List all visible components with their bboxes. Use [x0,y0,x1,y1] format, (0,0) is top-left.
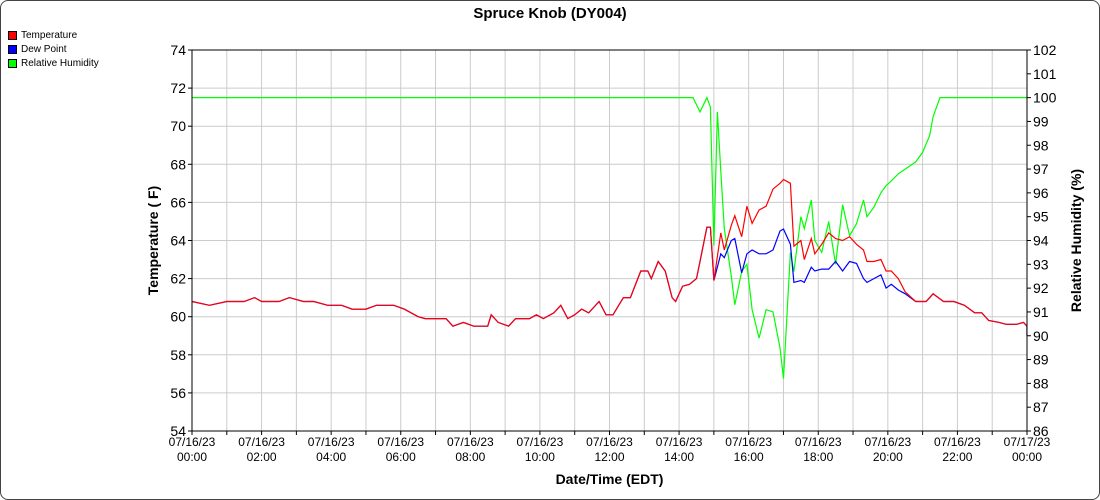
y2-tick-label: 98 [1033,137,1049,153]
y2-tick-label: 97 [1033,161,1049,177]
x-tick-label-date: 07/16/23 [517,435,564,449]
x-tick-label-date: 07/16/23 [377,435,424,449]
legend: Temperature Dew Point Relative Humidity [8,28,99,70]
y2-tick-label: 91 [1033,304,1049,320]
x-tick-label-date: 07/16/23 [169,435,216,449]
x-tick-label-time: 00:00 [1012,450,1042,464]
x-tick-label-time: 22:00 [942,450,972,464]
y-tick-label: 56 [170,385,186,401]
legend-label-dew-point: Dew Point [21,43,67,55]
y-axis-label: Temperature ( F) [145,186,161,295]
y-tick-label: 74 [170,42,186,58]
x-tick-label-time: 10:00 [525,450,555,464]
x-tick-label-time: 02:00 [247,450,277,464]
legend-item-temperature: Temperature [8,28,99,42]
y-tick-label: 66 [170,194,186,210]
y2-axis-label: Relative Humidity (%) [1068,169,1084,312]
legend-item-relative-humidity: Relative Humidity [8,56,99,70]
legend-label-relative-humidity: Relative Humidity [21,57,99,69]
x-tick-label-date: 07/16/23 [238,435,285,449]
y2-tick-label: 94 [1033,233,1049,249]
y2-tick-label: 92 [1033,280,1049,296]
y2-tick-label: 87 [1033,399,1049,415]
x-tick-label-time: 04:00 [316,450,346,464]
x-tick-label-time: 20:00 [873,450,903,464]
y2-tick-label: 102 [1033,42,1057,58]
y-tick-label: 62 [170,271,186,287]
y2-tick-label: 90 [1033,328,1049,344]
y-tick-label: 60 [170,309,186,325]
y-tick-label: 72 [170,80,186,96]
x-axis-label: Date/Time (EDT) [556,471,664,487]
y2-tick-label: 86 [1033,423,1049,439]
x-tick-label-time: 12:00 [594,450,624,464]
y2-tick-label: 93 [1033,256,1049,272]
chart-title: Spruce Knob (DY004) [473,5,627,22]
y2-tick-label: 89 [1033,352,1049,368]
x-tick-label-time: 18:00 [803,450,833,464]
y-tick-label: 70 [170,118,186,134]
x-tick-label-date: 07/16/23 [795,435,842,449]
x-tick-label-time: 08:00 [455,450,485,464]
relative-humidity-line [192,96,1027,379]
y-tick-label: 68 [170,156,186,172]
legend-swatch-relative-humidity [8,58,17,68]
x-tick-label-date: 07/16/23 [656,435,703,449]
y2-tick-label: 96 [1033,185,1049,201]
x-tick-label-date: 07/16/23 [864,435,911,449]
x-tick-label-date: 07/17/23 [1004,435,1051,449]
x-tick-label-date: 07/16/23 [586,435,633,449]
x-tick-label-time: 14:00 [664,450,694,464]
grid [192,50,1027,431]
y-tick-label: 64 [170,233,186,249]
legend-swatch-dew-point [8,44,17,54]
y2-tick-label: 100 [1033,90,1057,106]
y2-tick-label: 88 [1033,375,1049,391]
x-tick-label-date: 07/16/23 [308,435,355,449]
y2-tick-label: 99 [1033,113,1049,129]
y2-tick-label: 101 [1033,66,1057,82]
axes: 54 56 58 60 62 64 66 68 70 72 74 86 87 88 89 90 91 92 93 94… [169,42,1057,464]
y2-tick-label: 95 [1033,209,1049,225]
x-tick-label-time: 16:00 [734,450,764,464]
x-tick-label-date: 07/16/23 [725,435,772,449]
legend-label-temperature: Temperature [21,29,78,41]
legend-swatch-temperature [8,30,17,40]
series-layer [192,96,1027,379]
x-tick-label-date: 07/16/23 [934,435,981,449]
x-tick-label-date: 07/16/23 [447,435,494,449]
temperature-line [192,178,1027,336]
x-tick-label-time: 06:00 [386,450,416,464]
y-tick-label: 58 [170,347,186,363]
legend-item-dew-point: Dew Point [8,42,99,56]
y-tick-label: 54 [170,423,186,439]
x-tick-label-time: 00:00 [177,450,207,464]
